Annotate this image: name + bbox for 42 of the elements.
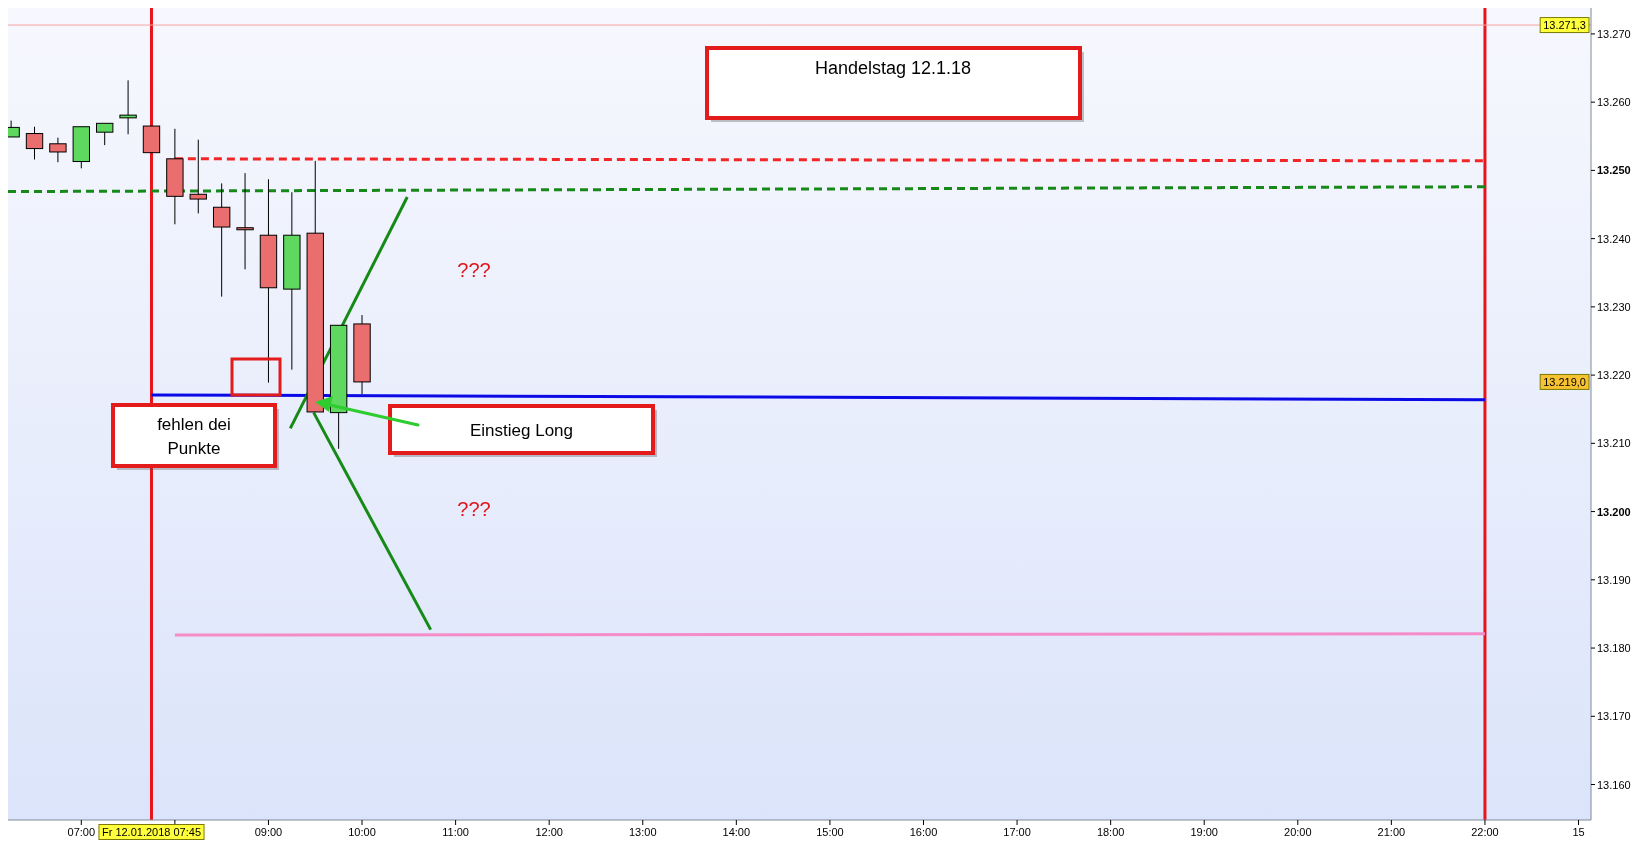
x-tick-label: 09:00: [254, 826, 283, 838]
x-tick-label: 16:00: [909, 826, 938, 838]
x-tick-label: 07:00: [67, 826, 96, 838]
y-tick-label: 13.190: [1597, 573, 1631, 586]
candlestick: [236, 172, 254, 270]
candlestick: [212, 182, 231, 298]
x-tick-label: 15:00: [816, 826, 844, 838]
x-tick-label: 18:00: [1096, 826, 1125, 838]
y-tick-label: 13.200: [1597, 505, 1631, 518]
x-tick-label: 13:00: [628, 826, 657, 838]
candlestick: [25, 126, 44, 160]
annotation: Einstieg Long: [469, 420, 574, 440]
annotation: ???: [457, 259, 491, 281]
x-tick-label: 22:00: [1471, 826, 1499, 838]
y-tick-label: 13.260: [1597, 96, 1631, 109]
annotation: 13.219,0: [1543, 375, 1586, 388]
candlestick: [96, 122, 114, 146]
y-tick-label: 13.250: [1597, 164, 1631, 177]
ref-line-label: 13.271,3: [1543, 19, 1586, 32]
y-tick-label: 13.240: [1597, 232, 1631, 245]
candlestick: [189, 139, 207, 214]
x-tick-label: 11:00: [442, 826, 469, 838]
x-tick-label: 17:00: [1003, 826, 1031, 838]
x-tick-label: 12:00: [535, 826, 563, 838]
y-tick-label: 13.180: [1597, 642, 1631, 655]
y-tick-label: 13.220: [1597, 369, 1631, 382]
y-tick-label: 13.210: [1597, 437, 1631, 450]
candlestick: [49, 137, 67, 163]
x-tick-label: 20:00: [1284, 826, 1312, 838]
x-tick-label: 15: [1572, 826, 1585, 838]
y-tick-label: 13.230: [1597, 300, 1631, 313]
text: Handelstag 12.1.18: [814, 58, 972, 78]
candlestick: [119, 79, 137, 135]
x-tick-label: 21:00: [1377, 826, 1406, 838]
y-tick-label: 13.170: [1597, 710, 1631, 723]
x-tick-label: 10:00: [348, 826, 376, 838]
y-tick-label: 13.160: [1597, 778, 1631, 791]
annotation: fehlen dei Punkte: [157, 414, 231, 458]
x-tick-label: 14:00: [722, 826, 751, 838]
annotation: ???: [457, 498, 491, 520]
x-tick-label: 19:00: [1190, 826, 1218, 838]
y-tick-label: 13.270: [1597, 27, 1631, 40]
